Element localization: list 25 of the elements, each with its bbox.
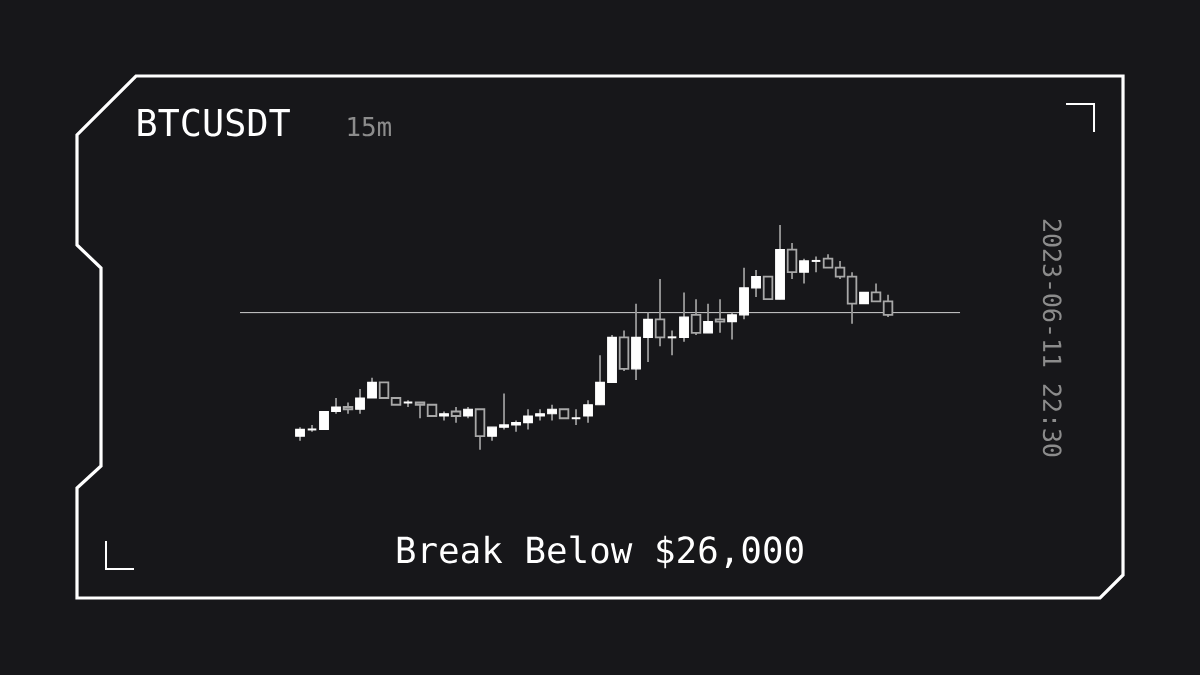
candlestick bbox=[690, 298, 702, 336]
candlestick bbox=[367, 376, 377, 399]
candlestick bbox=[499, 392, 509, 431]
candlestick bbox=[727, 311, 737, 341]
candlestick bbox=[570, 408, 582, 426]
candlestick bbox=[643, 311, 653, 363]
candlestick bbox=[762, 275, 774, 301]
candlestick bbox=[714, 298, 726, 334]
candlestick bbox=[786, 242, 798, 280]
text: 2023-06-11 22:30 bbox=[1042, 219, 1062, 457]
chart-subtitle: 15m bbox=[348, 117, 391, 137]
candlestick bbox=[751, 269, 761, 298]
candlestick bbox=[583, 399, 593, 424]
candlestick bbox=[703, 302, 713, 334]
text: Break Below $26,000 bbox=[397, 535, 803, 569]
candlestick bbox=[666, 329, 678, 357]
candlestick bbox=[810, 255, 822, 274]
candlestick bbox=[882, 293, 894, 319]
chart-title: BTCUSDT bbox=[138, 108, 290, 137]
candlestick bbox=[595, 354, 605, 406]
candlestick bbox=[679, 291, 689, 343]
candlestick bbox=[654, 278, 666, 348]
candlestick bbox=[523, 408, 533, 431]
candlestick bbox=[355, 388, 365, 415]
candlestick bbox=[799, 257, 809, 285]
